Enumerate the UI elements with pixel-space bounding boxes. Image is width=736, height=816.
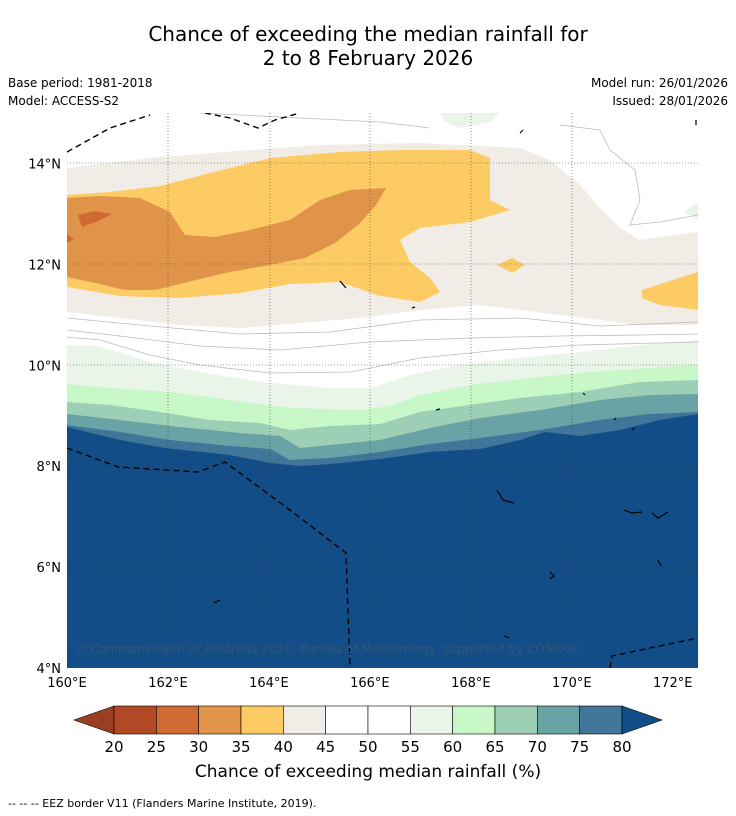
y-tick-label: 10°N (28, 359, 61, 374)
band-above-80 (67, 414, 698, 668)
map-title-line1: Chance of exceeding the median rainfall … (148, 22, 588, 46)
eez-footnote: -- -- -- EEZ border V11 (Flanders Marine… (8, 797, 317, 810)
copyright-text: © Commonwealth of Australia 2026, Bureau… (75, 642, 580, 656)
base-period: Base period: 1981-2018 (8, 76, 153, 90)
colorbar-tick-label: 60 (443, 738, 462, 756)
map-title-line2: 2 to 8 February 2026 (262, 46, 474, 70)
issued-date: Issued: 28/01/2026 (612, 94, 728, 108)
band-30-35 (67, 188, 386, 290)
colorbar-bin (198, 705, 242, 735)
colorbar-tick-label: 80 (612, 738, 631, 756)
band-35-40-east (642, 272, 698, 310)
y-tick-label: 12°N (28, 258, 61, 273)
x-tick-label: 162°E (148, 676, 188, 691)
colorbar-tick-label: 20 (104, 738, 123, 756)
colorbar-label: Chance of exceeding median rainfall (%) (194, 762, 542, 782)
x-tick-label: 172°E (653, 676, 693, 691)
colorbar-bin (325, 705, 369, 735)
colorbar-tick-label: 35 (231, 738, 250, 756)
band-25-30-west (67, 234, 74, 243)
band-35-40-small-1 (497, 258, 525, 273)
y-tick-label: 8°N (37, 460, 62, 475)
colorbar-bin (240, 705, 284, 735)
band-55-60-north (440, 113, 500, 128)
y-tick-label: 14°N (28, 157, 61, 172)
eez-border (67, 113, 698, 668)
island-outlines (213, 120, 697, 639)
colorbar-tick-label: 25 (147, 738, 166, 756)
x-tick-label: 168°E (451, 676, 491, 691)
colorbar-tick-label: 70 (528, 738, 547, 756)
colorbar: 20 25 30 35 40 45 50 55 60 65 70 75 80 (73, 705, 663, 756)
longitude-ticks: 160°E 162°E 164°E 166°E 168°E 170°E 172°E (47, 676, 692, 691)
colorbar-bin (452, 705, 496, 735)
colorbar-bin (283, 705, 326, 735)
latitude-ticks: 4°N 6°N 8°N 10°N 12°N 14°N (28, 157, 61, 677)
model-name: Model: ACCESS-S2 (8, 94, 120, 108)
x-tick-label: 160°E (47, 676, 87, 691)
x-tick-label: 166°E (350, 676, 390, 691)
colorbar-tick-label: 40 (274, 738, 293, 756)
colorbar-bin (410, 705, 453, 735)
colorbar-bin (579, 705, 623, 735)
colorbar-tick-label: 55 (401, 738, 420, 756)
x-tick-label: 170°E (552, 676, 592, 691)
colorbar-bin (367, 705, 411, 735)
colorbar-bin (494, 705, 538, 735)
x-tick-label: 164°E (249, 676, 289, 691)
colorbar-bin (537, 705, 580, 735)
colorbar-tick-label: 75 (570, 738, 589, 756)
colorbar-bin (113, 705, 157, 735)
colorbar-tick-label: 45 (316, 738, 335, 756)
colorbar-over-triangle (621, 705, 663, 735)
y-tick-label: 4°N (37, 662, 62, 677)
model-run: Model run: 26/01/2026 (590, 76, 728, 90)
colorbar-bin (156, 705, 199, 735)
band-25-30 (78, 211, 112, 227)
colorbar-tick-label: 65 (485, 738, 504, 756)
colorbar-tick-label: 50 (358, 738, 377, 756)
map-field: © Commonwealth of Australia 2026, Bureau… (67, 113, 698, 668)
y-tick-label: 6°N (37, 561, 62, 576)
graticule (67, 113, 698, 668)
colorbar-under-triangle (73, 705, 115, 735)
colorbar-tick-label: 30 (189, 738, 208, 756)
